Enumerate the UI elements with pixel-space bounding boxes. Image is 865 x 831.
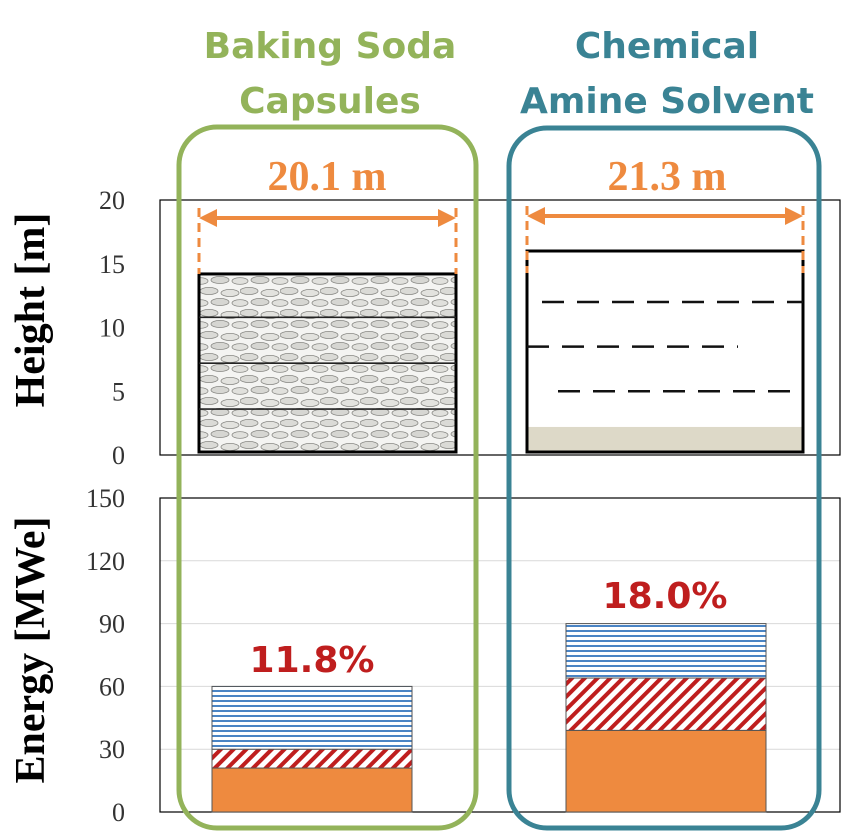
amine-column-frame	[506, 125, 822, 831]
percent-label-baking-soda: 11.8%	[250, 640, 375, 681]
height-panel-frame	[159, 199, 841, 456]
energy-tick-label-4: 120	[86, 547, 125, 576]
energy-tick-label-1: 30	[99, 735, 125, 764]
striped-energy-segment-0	[211, 685, 413, 750]
energy-tick-label-3: 90	[99, 610, 125, 639]
arrow-head-right	[785, 207, 803, 225]
column-title-amine-line2: Amine Solvent	[520, 81, 814, 122]
arrow-head-left	[527, 207, 545, 225]
height-tick-label-0: 0	[112, 441, 125, 470]
arrow-head-right	[438, 209, 456, 227]
width-label-amine: 21.3 m	[608, 154, 727, 200]
height-tick-label-3: 15	[99, 250, 125, 279]
column-title-amine-line1: Chemical	[575, 26, 759, 67]
percent-label-amine: 18.0%	[603, 576, 728, 617]
arrow-head-left	[199, 209, 217, 227]
height-axis-title: Height [m]	[8, 213, 54, 408]
baking-soda-column-frame	[176, 124, 479, 831]
energy-axis-title: Energy [MWe]	[8, 516, 54, 783]
energy-tick-label-2: 60	[99, 672, 125, 701]
width-dimension-0	[197, 208, 458, 274]
height-tick-label-4: 20	[99, 186, 125, 215]
hatched-energy-segment-1	[565, 677, 767, 731]
striped-energy-segment-1	[565, 623, 767, 679]
amine-vessel	[525, 249, 805, 454]
column-title-baking-soda-line2: Capsules	[239, 81, 421, 122]
hatched-energy-segment-0	[211, 748, 413, 769]
width-label-baking-soda: 20.1 m	[268, 154, 387, 200]
energy-panel-frame	[159, 497, 841, 813]
column-title-baking-soda-line1: Baking Soda	[204, 26, 457, 67]
energy-tick-label-5: 150	[86, 484, 125, 513]
base-energy-segment-0	[211, 767, 413, 813]
height-tick-label-2: 10	[99, 314, 125, 343]
energy-tick-label-0: 0	[112, 798, 125, 827]
base-energy-segment-1	[565, 729, 767, 813]
solvent-liquid	[527, 426, 803, 452]
height-tick-label-1: 5	[112, 377, 125, 406]
width-dimension-1	[525, 206, 805, 273]
